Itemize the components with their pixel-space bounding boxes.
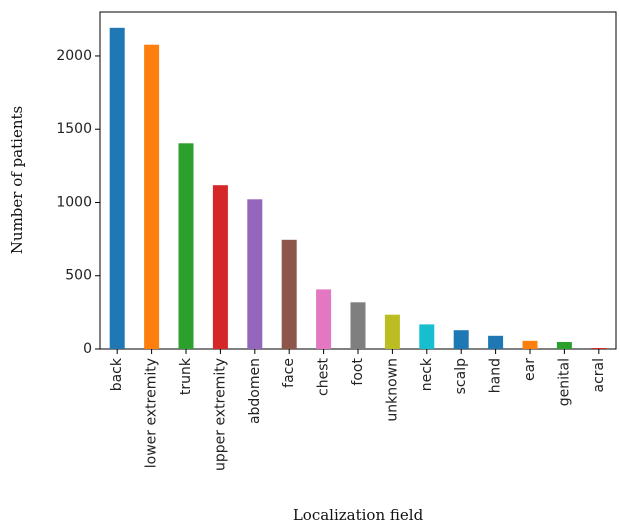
x-tick-label: genital xyxy=(556,358,572,406)
x-tick-label: abdomen xyxy=(247,358,263,424)
x-tick-label: scalp xyxy=(453,358,469,394)
x-tick-label: neck xyxy=(419,357,435,391)
x-tick-label: trunk xyxy=(178,357,194,395)
x-tick-label: ear xyxy=(522,358,538,381)
x-tick-label: chest xyxy=(316,357,332,395)
bar-trunk xyxy=(178,143,194,349)
plot-frame xyxy=(99,11,617,350)
x-tick-label: back xyxy=(109,357,125,391)
x-tick-label: acral xyxy=(591,358,607,393)
y-tick-label: 2000 xyxy=(56,48,92,64)
x-axis-ticks: back lower extremity trunk upper extremity a… xyxy=(109,349,607,471)
y-axis-ticks: 0 500 1000 1500 2000 xyxy=(56,48,100,357)
y-axis-label: Number of patients xyxy=(8,106,26,254)
bar-face xyxy=(281,239,297,349)
bar-abdomen xyxy=(247,199,263,349)
x-tick-label: face xyxy=(281,358,297,388)
x-tick-label: hand xyxy=(488,358,504,393)
bar-chest xyxy=(316,289,332,349)
x-axis-label: Localization field xyxy=(293,506,424,524)
y-tick-label: 500 xyxy=(65,268,92,284)
y-tick-label: 1000 xyxy=(56,194,92,210)
bar-hand xyxy=(488,335,504,349)
bar-scalp xyxy=(453,330,469,349)
x-tick-label: foot xyxy=(350,358,366,386)
bar-unknown xyxy=(384,314,400,349)
bar-back xyxy=(109,27,125,350)
bar-ear xyxy=(522,340,538,349)
bar-acral xyxy=(591,348,607,349)
x-tick-label: upper extremity xyxy=(212,358,228,471)
y-tick-label: 0 xyxy=(83,341,92,357)
x-tick-label: unknown xyxy=(384,358,400,422)
bar-upper-extremity xyxy=(212,185,228,349)
bar-genital xyxy=(556,342,572,349)
x-tick-label: lower extremity xyxy=(144,358,160,468)
y-tick-label: 1500 xyxy=(56,121,92,137)
bars-group xyxy=(109,27,607,350)
bar-foot xyxy=(350,302,366,349)
bar-lower-extremity xyxy=(144,44,160,349)
bar-neck xyxy=(419,324,435,349)
